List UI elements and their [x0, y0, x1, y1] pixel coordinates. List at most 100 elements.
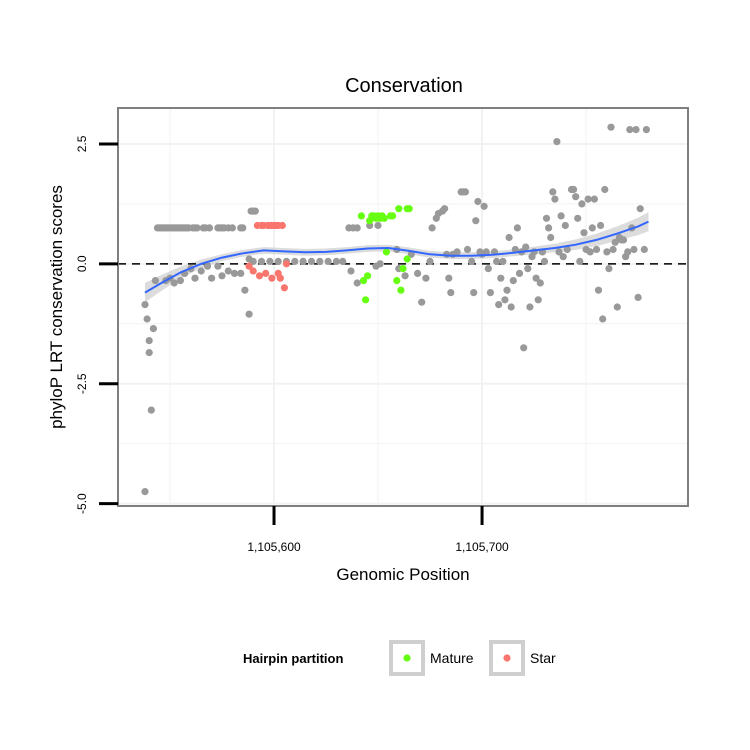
- data-point-other: [332, 257, 340, 265]
- data-point-mature: [395, 205, 403, 213]
- data-point-other: [634, 293, 642, 301]
- x-axis-title: Genomic Position: [336, 565, 469, 584]
- data-point-other: [613, 303, 621, 311]
- data-point-other: [145, 337, 153, 345]
- data-point-mature: [362, 296, 370, 304]
- data-point-other: [561, 221, 569, 230]
- legend-title: Hairpin partition: [243, 651, 343, 666]
- data-point-other: [463, 245, 472, 254]
- data-point-other: [497, 274, 505, 282]
- data-point-other: [401, 272, 409, 280]
- y-tick-label: 0.0: [75, 255, 89, 272]
- data-point-other: [640, 245, 648, 254]
- data-point-other: [441, 205, 449, 213]
- data-point-other: [447, 289, 455, 297]
- legend-label-star: Star: [530, 650, 556, 666]
- data-point-other: [493, 257, 501, 265]
- data-point-star: [282, 260, 291, 268]
- data-point-mature: [399, 265, 407, 273]
- smooth-line: [144, 220, 649, 294]
- x-tick-label: 1,105,600: [247, 540, 301, 554]
- data-point-other: [472, 217, 480, 225]
- data-point-other: [484, 265, 492, 273]
- data-point-other: [501, 296, 509, 304]
- data-point-other: [257, 257, 266, 265]
- plot-border: [117, 107, 689, 507]
- data-point-other: [291, 257, 299, 265]
- data-point-mature: [359, 277, 368, 285]
- data-point-other: [203, 262, 212, 270]
- x-axis: 1,105,600 1,105,700: [247, 506, 509, 554]
- legend-marker-star: [503, 654, 511, 662]
- data-point-other: [588, 224, 596, 232]
- data-point-other: [147, 406, 155, 414]
- data-point-other: [482, 248, 490, 256]
- data-point-other: [574, 214, 582, 222]
- data-point-other: [584, 195, 592, 203]
- data-point-other: [524, 265, 532, 273]
- data-point-star: [249, 267, 257, 275]
- data-point-other: [224, 267, 232, 275]
- data-point-other: [468, 257, 476, 265]
- data-point-other: [553, 138, 561, 146]
- data-point-other: [239, 224, 247, 232]
- data-point-other: [145, 349, 153, 357]
- data-point-other: [603, 248, 611, 256]
- data-point-other: [208, 274, 216, 282]
- data-point-other: [486, 289, 494, 297]
- legend-item-star: Star: [489, 640, 556, 676]
- y-tick-label: -2.5: [75, 373, 89, 394]
- data-point-other: [228, 224, 236, 232]
- data-point-other: [149, 325, 157, 333]
- data-point-other: [559, 253, 567, 261]
- data-point-other: [426, 257, 434, 265]
- data-point-other: [513, 224, 522, 232]
- plot-panel: [118, 108, 688, 506]
- data-point-other: [594, 286, 603, 294]
- data-point-other: [605, 265, 613, 273]
- data-point-other: [624, 248, 632, 256]
- data-point-other: [511, 245, 519, 254]
- data-point-other: [599, 315, 607, 323]
- data-point-other: [619, 236, 628, 244]
- data-point-other: [170, 279, 178, 287]
- data-point-other: [339, 257, 347, 265]
- data-point-other: [536, 279, 544, 287]
- data-point-star: [280, 284, 288, 292]
- data-point-other: [642, 126, 651, 134]
- data-point-other: [176, 277, 184, 285]
- data-point-other: [197, 267, 205, 275]
- data-point-other: [626, 126, 634, 134]
- y-axis-title: phyloP LRT conservation scores: [47, 185, 66, 429]
- data-point-other: [324, 257, 332, 265]
- data-point-other: [422, 274, 430, 282]
- data-point-other: [495, 301, 503, 309]
- data-point-other: [237, 269, 245, 277]
- data-point-other: [630, 245, 638, 254]
- data-point-other: [526, 303, 534, 311]
- data-point-other: [607, 123, 615, 131]
- data-point-other: [418, 298, 426, 306]
- data-point-mature: [389, 212, 397, 220]
- data-point-mature: [403, 255, 411, 263]
- plot-panel-background: [118, 108, 688, 506]
- data-point-other: [376, 260, 384, 268]
- data-point-other: [557, 212, 565, 220]
- data-point-other: [141, 488, 149, 496]
- data-point-other: [230, 269, 239, 277]
- data-point-star: [268, 274, 276, 282]
- legend-marker-mature: [403, 654, 411, 662]
- data-point-other: [266, 257, 274, 265]
- data-point-other: [353, 224, 361, 232]
- data-point-other: [191, 274, 199, 282]
- data-point-star: [255, 272, 264, 280]
- data-point-other: [507, 303, 515, 311]
- data-point-other: [532, 274, 540, 282]
- data-point-other: [632, 126, 640, 134]
- y-axis: -5.0 -2.5 0.0 2.5: [75, 135, 118, 514]
- data-point-other: [609, 245, 617, 254]
- data-point-other: [249, 257, 257, 265]
- data-point-other: [551, 195, 559, 203]
- data-point-other: [592, 245, 601, 254]
- data-point-other: [245, 310, 253, 318]
